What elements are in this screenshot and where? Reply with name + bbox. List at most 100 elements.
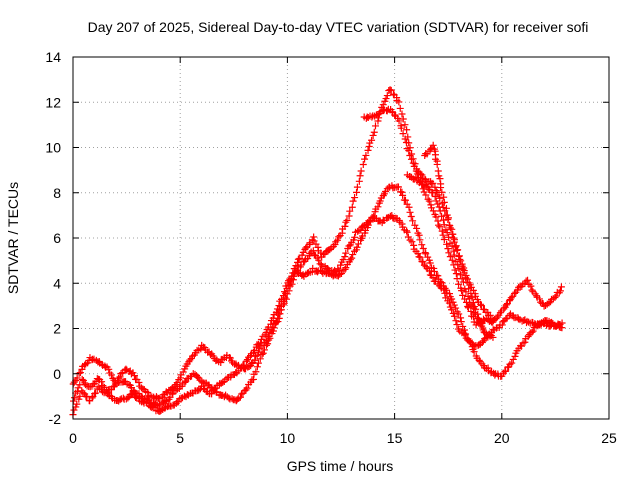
data-point <box>173 379 181 387</box>
data-point <box>280 299 288 307</box>
data-point <box>70 378 78 386</box>
data-point <box>332 238 340 246</box>
data-point <box>315 256 323 264</box>
data-point <box>243 384 251 392</box>
data-point <box>507 294 515 302</box>
data-point <box>406 208 414 216</box>
data-point <box>439 216 447 224</box>
data-point <box>511 352 519 360</box>
series-track-1 <box>69 182 566 419</box>
data-point <box>409 159 417 167</box>
data-point <box>383 107 391 115</box>
data-point <box>342 264 350 272</box>
data-point <box>452 304 460 312</box>
data-point <box>500 305 508 313</box>
data-point <box>448 306 456 314</box>
y-tick-label-6: 6 <box>53 230 61 246</box>
data-series <box>69 86 566 419</box>
data-point <box>259 349 267 357</box>
data-point <box>450 236 458 244</box>
data-point <box>277 306 285 314</box>
series-track-2 <box>69 86 565 403</box>
data-point <box>335 233 343 241</box>
data-point <box>108 371 116 379</box>
data-point <box>294 255 302 263</box>
data-point <box>442 204 450 212</box>
data-point <box>502 301 510 309</box>
data-point <box>411 221 419 229</box>
data-point <box>529 327 537 335</box>
data-point <box>406 236 414 244</box>
data-point <box>430 267 438 275</box>
data-point <box>429 141 437 149</box>
series-track-3 <box>70 212 566 410</box>
data-point <box>253 363 261 371</box>
data-point <box>186 356 194 364</box>
data-point <box>275 314 283 322</box>
data-point <box>405 147 413 155</box>
data-point <box>174 398 182 406</box>
data-point <box>436 207 444 215</box>
data-point <box>253 351 261 359</box>
data-point <box>459 291 467 299</box>
data-point <box>429 207 437 215</box>
data-point <box>339 256 347 264</box>
data-point <box>514 315 522 323</box>
y-tick-label-12: 12 <box>45 94 61 110</box>
data-point <box>290 272 298 280</box>
data-point <box>212 388 220 396</box>
data-point <box>357 167 365 175</box>
data-point <box>342 249 350 257</box>
data-point <box>269 323 277 331</box>
data-point <box>348 203 356 211</box>
data-point <box>490 316 498 324</box>
data-point <box>426 259 434 267</box>
data-point <box>438 227 446 235</box>
data-point <box>406 152 414 160</box>
data-point <box>453 321 461 329</box>
data-point <box>399 130 407 138</box>
data-point <box>237 390 245 398</box>
data-point <box>309 247 317 255</box>
data-point <box>386 86 394 94</box>
data-point <box>551 293 559 301</box>
data-point <box>429 179 437 187</box>
data-point <box>356 172 364 180</box>
series-track-4 <box>360 105 498 324</box>
data-point <box>226 354 234 362</box>
data-point <box>256 355 264 363</box>
data-point <box>477 300 485 308</box>
data-point <box>420 188 428 196</box>
data-point <box>425 197 433 205</box>
data-point <box>343 216 351 224</box>
data-point <box>251 356 259 364</box>
data-point <box>438 188 446 196</box>
data-point <box>452 242 460 250</box>
data-point <box>342 218 350 226</box>
data-point <box>91 389 99 397</box>
data-point <box>389 90 397 98</box>
y-axis-label: SDTVAR / TECUs <box>5 182 21 294</box>
data-point <box>251 352 259 360</box>
data-point <box>439 231 447 239</box>
data-point <box>248 359 256 367</box>
data-point <box>349 197 357 205</box>
data-point <box>345 242 353 250</box>
data-point <box>387 86 395 94</box>
data-point <box>398 110 406 118</box>
data-point <box>454 246 462 254</box>
data-point <box>285 281 293 289</box>
data-point <box>135 379 143 387</box>
data-point <box>242 386 250 394</box>
data-point <box>168 390 176 398</box>
data-point <box>336 270 344 278</box>
data-point <box>455 280 463 288</box>
data-point <box>434 272 442 280</box>
data-point <box>399 191 407 199</box>
data-point <box>99 382 107 390</box>
data-point <box>477 318 485 326</box>
data-point <box>450 234 458 242</box>
x-axis-label: GPS time / hours <box>287 458 394 474</box>
data-point <box>233 362 241 370</box>
